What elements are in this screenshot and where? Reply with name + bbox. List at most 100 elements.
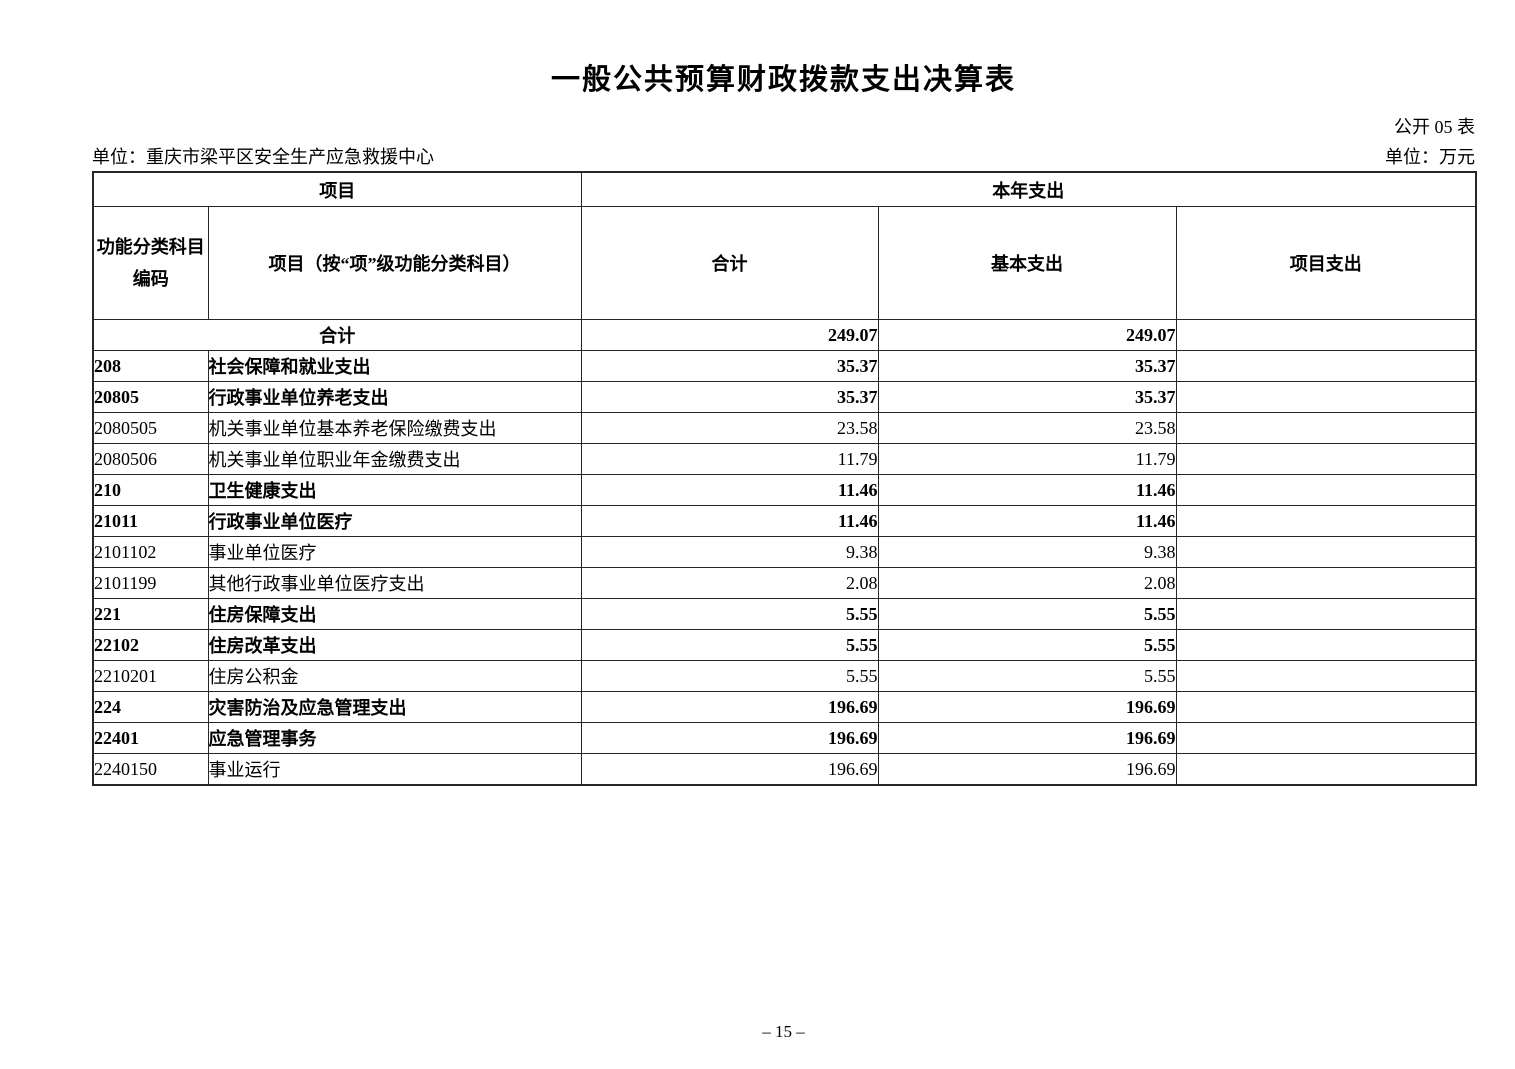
row-project: [1175, 660, 1477, 692]
page-title: 一般公共预算财政拨款支出决算表: [550, 64, 1016, 96]
row-basic: 196.69: [877, 753, 1177, 786]
row-code: 210: [92, 474, 209, 506]
row-name: 合计: [92, 319, 582, 351]
row-project: [1175, 567, 1477, 599]
row-code: 20805: [92, 381, 209, 413]
row-project: [1175, 753, 1477, 786]
table-row: 合计 249.07 249.07: [92, 319, 1477, 351]
row-name: 应急管理事务: [207, 722, 582, 754]
row-total: 11.46: [580, 505, 879, 537]
row-basic: 196.69: [877, 691, 1177, 723]
row-project: [1175, 350, 1477, 382]
row-code: 2101102: [92, 536, 209, 568]
header-group-current-year: 本年支出: [580, 171, 1477, 207]
table-row: 2101199 其他行政事业单位医疗支出 2.08 2.08: [92, 567, 1477, 599]
row-total: 23.58: [580, 412, 879, 444]
row-name: 灾害防治及应急管理支出: [207, 691, 582, 723]
row-total: 5.55: [580, 660, 879, 692]
row-project: [1175, 629, 1477, 661]
row-code: 21011: [92, 505, 209, 537]
table-row: 2101102 事业单位医疗 9.38 9.38: [92, 536, 1477, 568]
header-group-row: 项目 本年支出: [92, 171, 1477, 207]
row-total: 196.69: [580, 691, 879, 723]
row-name: 住房公积金: [207, 660, 582, 692]
row-name: 机关事业单位基本养老保险缴费支出: [207, 412, 582, 444]
row-name: 社会保障和就业支出: [207, 350, 582, 382]
row-total: 5.55: [580, 598, 879, 630]
row-total: 11.46: [580, 474, 879, 506]
unit-meta-row: 单位：重庆市梁平区安全生产应急救援中心 单位：万元: [92, 143, 1475, 169]
row-basic: 9.38: [877, 536, 1177, 568]
row-basic: 35.37: [877, 381, 1177, 413]
row-total: 249.07: [580, 319, 879, 351]
table-row: 210 卫生健康支出 11.46 11.46: [92, 474, 1477, 506]
row-code: 22102: [92, 629, 209, 661]
header-columns-row: 功能分类科目 编码 项目（按“项”级功能分类科目） 合计 基本支出 项目支出: [92, 206, 1477, 320]
table-row: 221 住房保障支出 5.55 5.55: [92, 598, 1477, 630]
row-total: 35.37: [580, 350, 879, 382]
row-name: 事业运行: [207, 753, 582, 786]
table-row: 224 灾害防治及应急管理支出 196.69 196.69: [92, 691, 1477, 723]
row-name: 机关事业单位职业年金缴费支出: [207, 443, 582, 475]
table-header: 项目 本年支出 功能分类科目 编码 项目（按“项”级功能分类科目） 合计 基本支…: [92, 171, 1477, 320]
row-code: 2240150: [92, 753, 209, 786]
row-project: [1175, 319, 1477, 351]
row-basic: 249.07: [877, 319, 1177, 351]
table-body: 合计 249.07 249.07 208 社会保障和就业支出 35.37 35.…: [92, 319, 1477, 786]
row-project: [1175, 536, 1477, 568]
row-project: [1175, 381, 1477, 413]
row-name: 其他行政事业单位医疗支出: [207, 567, 582, 599]
row-total: 9.38: [580, 536, 879, 568]
row-code: 2210201: [92, 660, 209, 692]
row-basic: 11.46: [877, 505, 1177, 537]
row-total: 2.08: [580, 567, 879, 599]
row-total: 11.79: [580, 443, 879, 475]
header-col-total: 合计: [580, 206, 879, 320]
table-row: 2240150 事业运行 196.69 196.69: [92, 753, 1477, 786]
row-code: 22401: [92, 722, 209, 754]
row-basic: 5.55: [877, 629, 1177, 661]
row-code: 221: [92, 598, 209, 630]
row-name: 住房改革支出: [207, 629, 582, 661]
header-col-basic: 基本支出: [877, 206, 1177, 320]
table-row: 21011 行政事业单位医疗 11.46 11.46: [92, 505, 1477, 537]
table-row: 2210201 住房公积金 5.55 5.55: [92, 660, 1477, 692]
row-total: 5.55: [580, 629, 879, 661]
row-code: 2080505: [92, 412, 209, 444]
table-row: 22102 住房改革支出 5.55 5.55: [92, 629, 1477, 661]
header-col-name: 项目（按“项”级功能分类科目）: [207, 206, 582, 320]
row-total: 196.69: [580, 753, 879, 786]
row-project: [1175, 412, 1477, 444]
row-name: 行政事业单位医疗: [207, 505, 582, 537]
row-basic: 11.46: [877, 474, 1177, 506]
row-basic: 11.79: [877, 443, 1177, 475]
row-name: 卫生健康支出: [207, 474, 582, 506]
row-code: 2080506: [92, 443, 209, 475]
row-name: 行政事业单位养老支出: [207, 381, 582, 413]
header-col-code: 功能分类科目 编码: [92, 206, 209, 320]
row-project: [1175, 598, 1477, 630]
row-name: 住房保障支出: [207, 598, 582, 630]
public-table-label: 公开 05 表: [1394, 117, 1475, 137]
unit-name-label: 单位：重庆市梁平区安全生产应急救援中心: [92, 147, 434, 167]
expenditure-table: 项目 本年支出 功能分类科目 编码 项目（按“项”级功能分类科目） 合计 基本支…: [92, 171, 1477, 786]
row-basic: 2.08: [877, 567, 1177, 599]
row-total: 196.69: [580, 722, 879, 754]
row-project: [1175, 443, 1477, 475]
row-basic: 23.58: [877, 412, 1177, 444]
currency-unit-label: 单位：万元: [1385, 147, 1475, 167]
row-name: 事业单位医疗: [207, 536, 582, 568]
row-basic: 196.69: [877, 722, 1177, 754]
row-project: [1175, 505, 1477, 537]
table-row: 2080506 机关事业单位职业年金缴费支出 11.79 11.79: [92, 443, 1477, 475]
header-col-project: 项目支出: [1175, 206, 1477, 320]
page-number: – 15 –: [762, 1022, 805, 1041]
row-basic: 5.55: [877, 660, 1177, 692]
table-row: 20805 行政事业单位养老支出 35.37 35.37: [92, 381, 1477, 413]
row-project: [1175, 722, 1477, 754]
row-project: [1175, 474, 1477, 506]
table-row: 22401 应急管理事务 196.69 196.69: [92, 722, 1477, 754]
row-project: [1175, 691, 1477, 723]
row-basic: 5.55: [877, 598, 1177, 630]
